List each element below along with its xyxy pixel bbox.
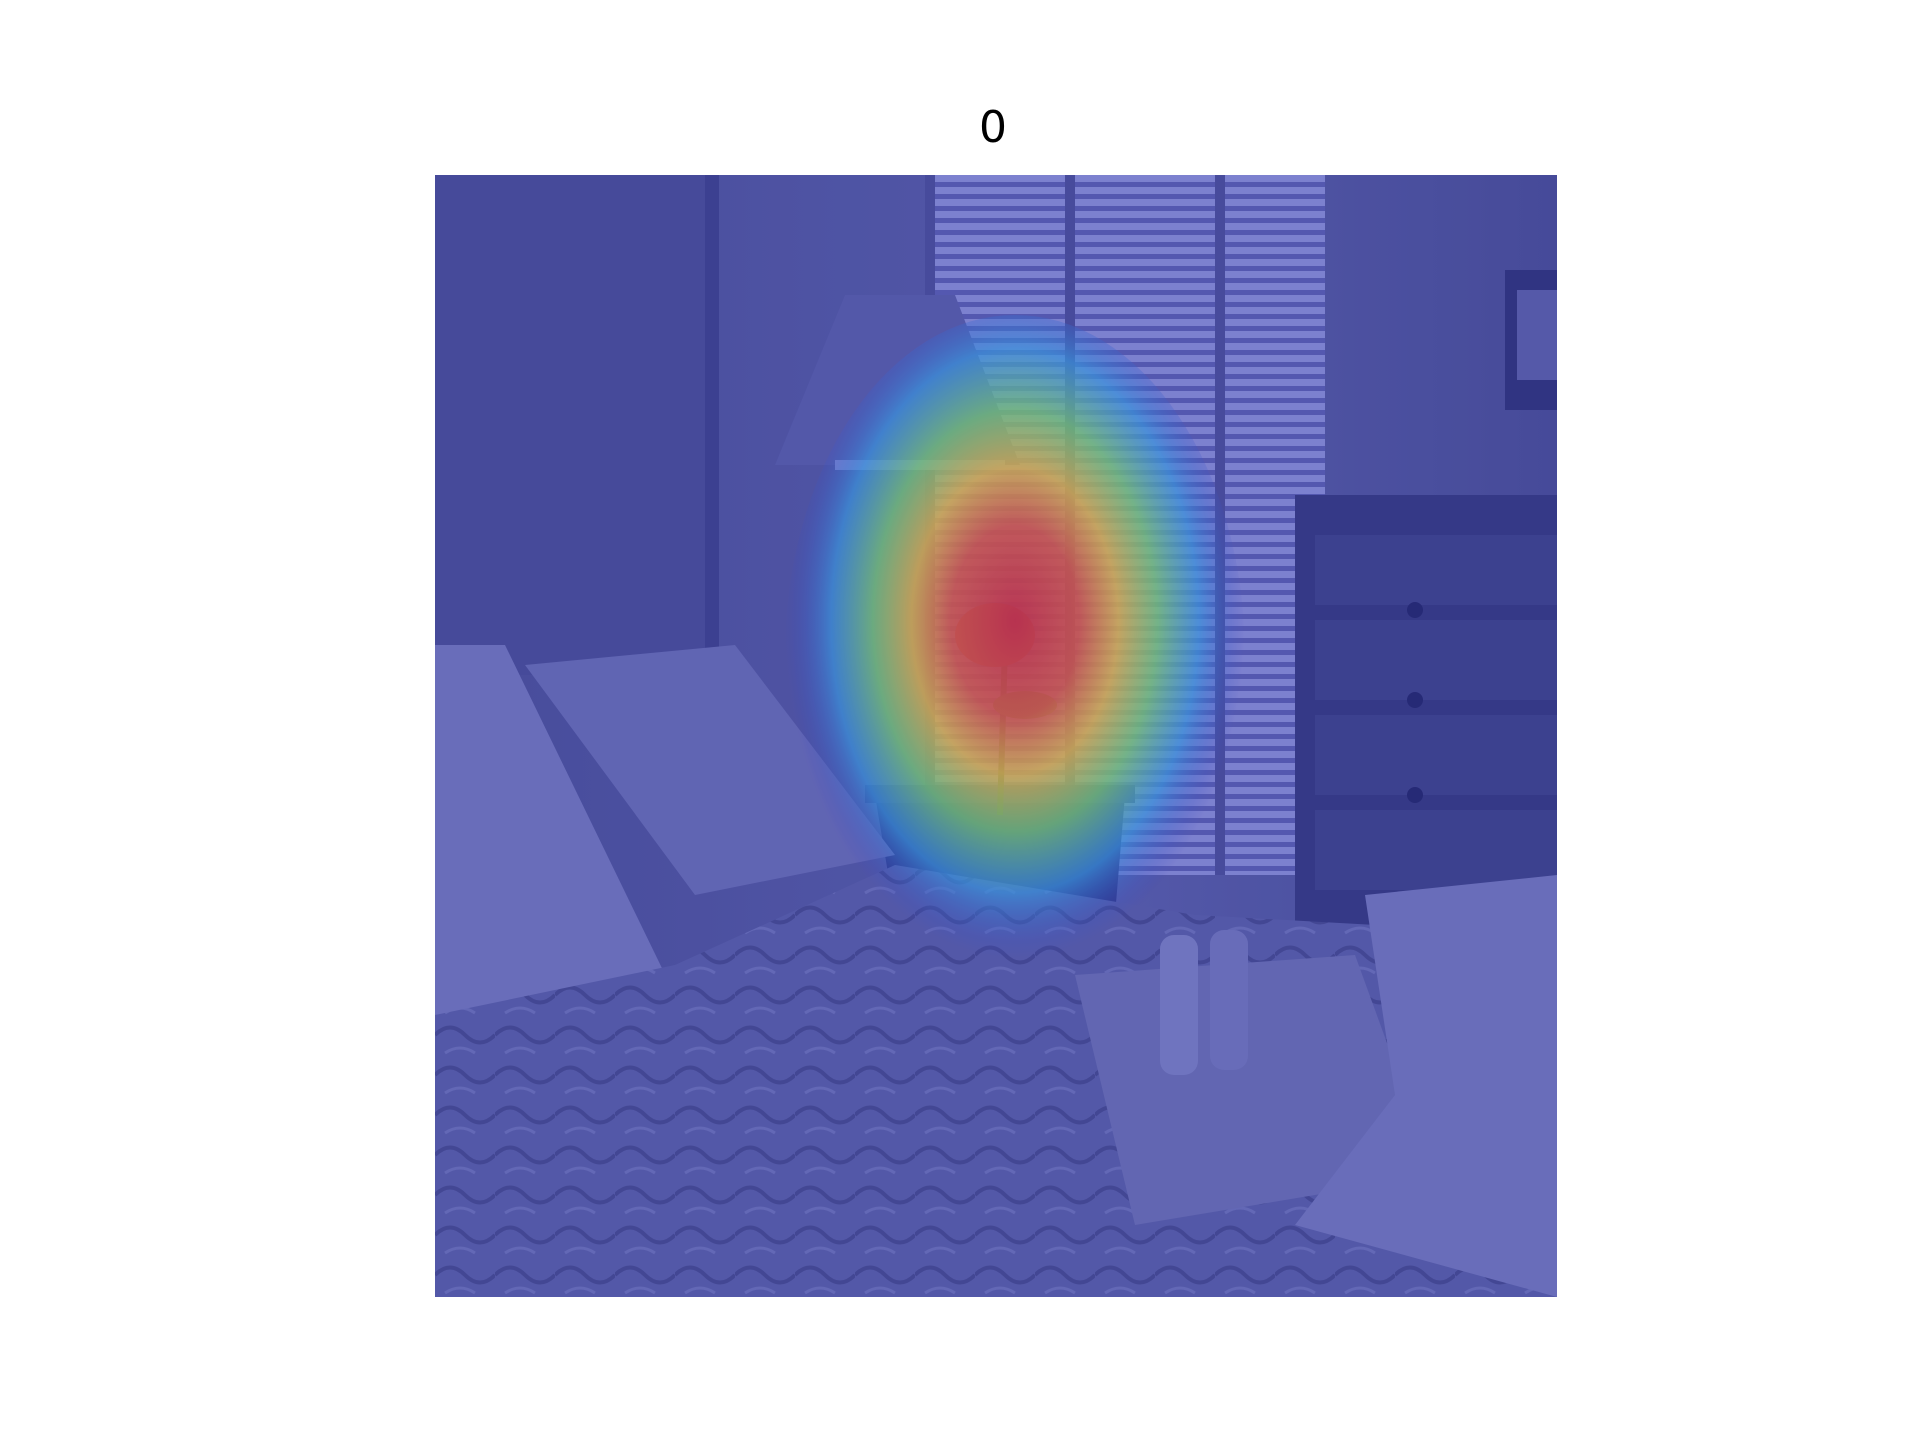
- dresser-knob: [1407, 692, 1423, 708]
- dresser-knob: [1407, 602, 1423, 618]
- heatmap-image: [435, 175, 1557, 1297]
- dresser-drawer: [1315, 715, 1557, 795]
- bottle: [1160, 935, 1198, 1075]
- bottle: [1210, 930, 1248, 1070]
- attention-heatmap: [785, 315, 1245, 995]
- dresser-knob: [1407, 787, 1423, 803]
- dresser-drawer: [1315, 810, 1557, 890]
- figure-title: 0: [979, 102, 1007, 153]
- headboard-edge: [705, 175, 719, 675]
- picture-frame-inner: [1517, 290, 1557, 380]
- bedroom-scene: [435, 175, 1557, 1297]
- pillow-striped: [435, 645, 675, 1015]
- headboard: [435, 175, 715, 675]
- towel: [1295, 875, 1557, 1297]
- dresser-drawer: [1315, 620, 1557, 700]
- pillow-plain: [525, 645, 895, 895]
- colormap-tint: [435, 175, 1557, 1297]
- dresser-drawer: [1315, 535, 1557, 605]
